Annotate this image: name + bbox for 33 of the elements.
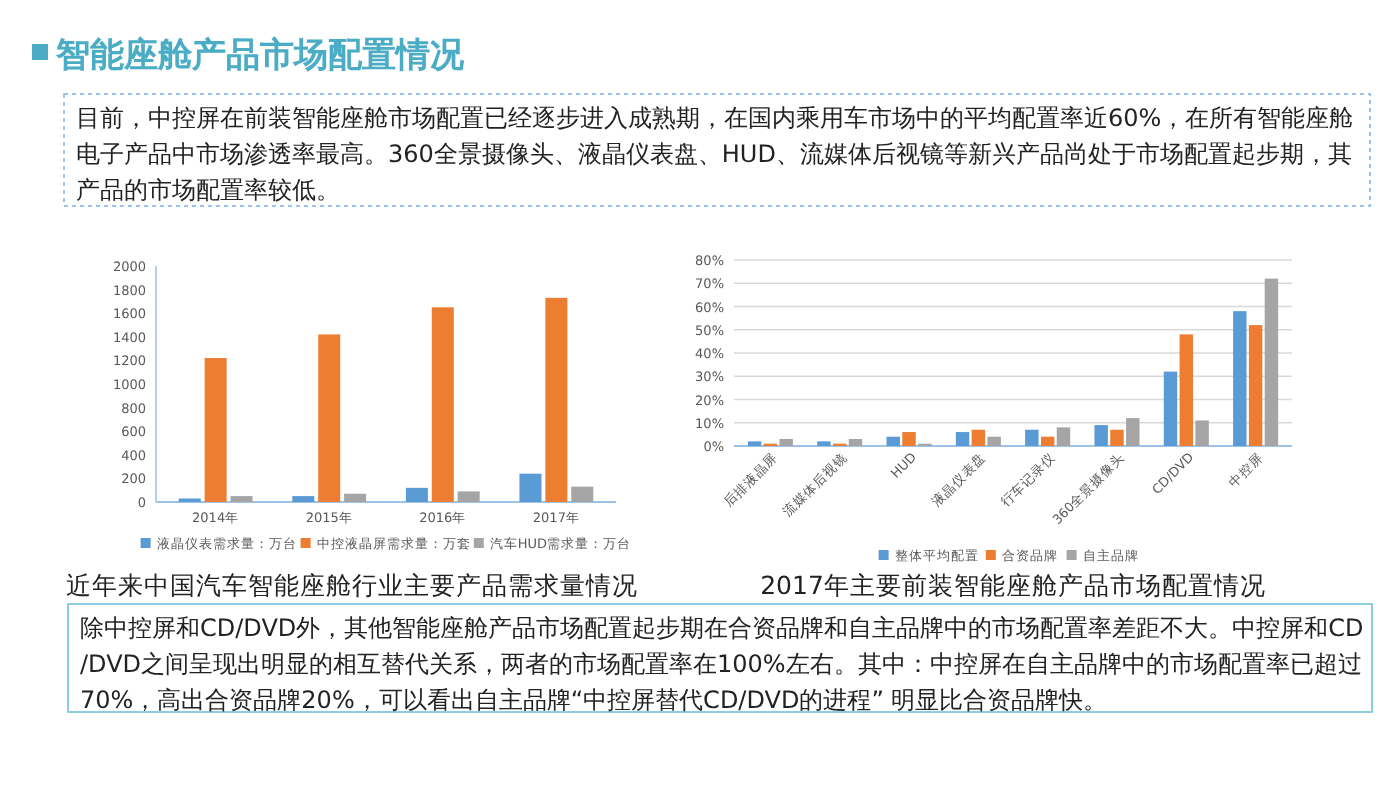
bar xyxy=(987,436,1001,446)
bar xyxy=(1110,429,1124,446)
bar xyxy=(230,496,253,502)
bar xyxy=(1040,436,1055,446)
bar xyxy=(886,436,900,446)
bar xyxy=(1195,420,1209,446)
text: 智能座舱产品市场配置情况 xyxy=(54,36,466,76)
bar xyxy=(1025,429,1039,446)
bar xyxy=(405,487,428,502)
bar xyxy=(292,496,315,502)
text: 近年来中国汽车智能座舱行业主要产品需求量情况 xyxy=(66,570,638,600)
bar xyxy=(1094,425,1108,446)
bar xyxy=(955,432,970,446)
bar xyxy=(1264,278,1279,446)
bar xyxy=(1248,325,1263,446)
bar xyxy=(457,491,480,502)
bar xyxy=(519,473,542,502)
bar xyxy=(204,358,227,502)
text: 2017年主要前装智能座舱产品市场配置情况 xyxy=(760,570,1266,600)
bar xyxy=(902,432,916,446)
bar xyxy=(1233,311,1247,446)
bar xyxy=(545,297,568,502)
bar xyxy=(344,493,367,502)
bar xyxy=(1163,371,1178,446)
bar xyxy=(1179,334,1194,446)
bar xyxy=(1126,418,1140,446)
bar xyxy=(318,334,341,502)
bar xyxy=(779,439,793,446)
bar xyxy=(571,486,594,502)
bar xyxy=(431,307,454,502)
bar xyxy=(848,439,863,446)
bar xyxy=(971,429,986,446)
bar xyxy=(1056,427,1071,446)
